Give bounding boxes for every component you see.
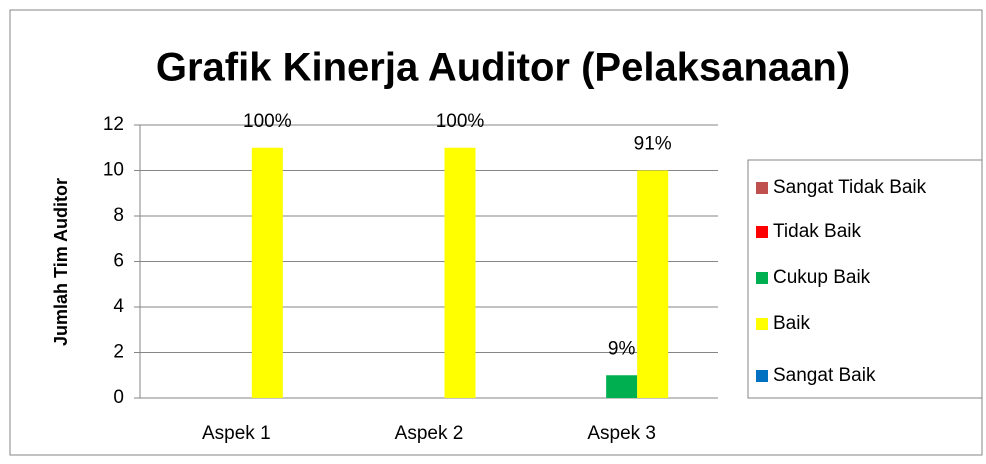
legend-label: Cukup Baik xyxy=(773,267,871,288)
legend-swatch xyxy=(756,182,768,194)
y-tick-label: 8 xyxy=(113,205,124,226)
x-tick-label: Aspek 3 xyxy=(587,423,656,444)
legend-box xyxy=(747,159,983,399)
legend-label: Tidak Baik xyxy=(773,221,861,242)
x-tick-label: Aspek 1 xyxy=(202,423,271,444)
y-tick-label: 2 xyxy=(113,342,124,363)
y-tick-label: 12 xyxy=(103,114,124,135)
legend-label: Sangat Baik xyxy=(773,365,876,386)
bar xyxy=(606,375,638,398)
y-axis-label: Jumlah Tim Auditor xyxy=(51,178,71,346)
legend-swatch xyxy=(756,272,768,284)
bar xyxy=(251,147,283,398)
data-label: 9% xyxy=(608,338,636,359)
bar xyxy=(637,170,669,398)
bar xyxy=(444,147,476,398)
legend-swatch xyxy=(756,318,768,330)
chart-title: Grafik Kinerja Auditor (Pelaksanaan) xyxy=(156,46,850,90)
data-label: 100% xyxy=(243,111,292,132)
legend-label: Baik xyxy=(773,313,810,334)
data-label: 91% xyxy=(634,134,672,155)
x-tick-label: Aspek 2 xyxy=(395,423,464,444)
legend-label: Sangat Tidak Baik xyxy=(773,177,927,198)
y-tick-label: 10 xyxy=(103,160,124,181)
y-tick-label: 0 xyxy=(113,387,124,408)
legend-swatch xyxy=(756,226,768,238)
legend-swatch xyxy=(756,370,768,382)
data-label: 100% xyxy=(436,111,485,132)
y-tick-label: 4 xyxy=(113,296,124,317)
y-tick-label: 6 xyxy=(113,251,124,272)
